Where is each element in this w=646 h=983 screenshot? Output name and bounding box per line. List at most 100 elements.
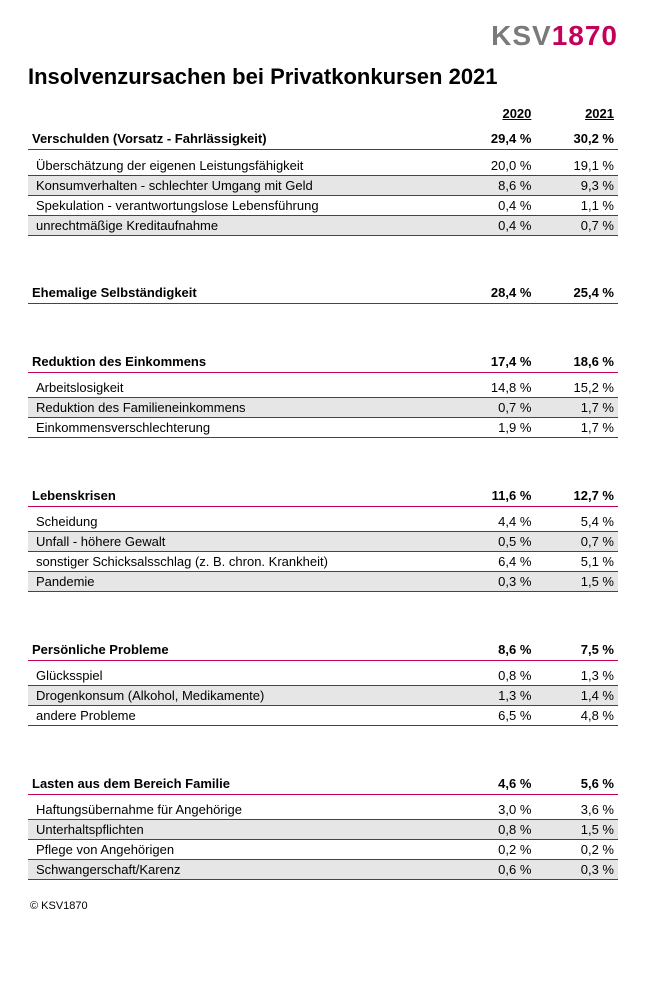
spacer xyxy=(28,726,618,770)
row-value-2020: 8,6 % xyxy=(453,175,536,195)
column-year-header: 20202021 xyxy=(28,104,618,125)
table-row: Einkommensverschlechterung1,9 %1,7 % xyxy=(28,418,618,438)
page-title: Insolvenzursachen bei Privatkonkursen 20… xyxy=(28,64,618,90)
section-value-2020: 17,4 % xyxy=(453,348,536,373)
row-label: Unterhaltspflichten xyxy=(28,820,453,840)
table-row: Spekulation - verantwortungslose Lebensf… xyxy=(28,195,618,215)
row-label: Spekulation - verantwortungslose Lebensf… xyxy=(28,195,453,215)
section-value-2021: 7,5 % xyxy=(535,636,618,661)
spacer xyxy=(28,438,618,482)
row-label: Überschätzung der eigenen Leistungsfähig… xyxy=(28,156,453,176)
table-row: Arbeitslosigkeit14,8 %15,2 % xyxy=(28,378,618,398)
table-row: Drogenkonsum (Alkohol, Medikamente)1,3 %… xyxy=(28,686,618,706)
row-value-2021: 1,5 % xyxy=(535,572,618,592)
section-label: Persönliche Probleme xyxy=(28,636,453,661)
row-label: sonstiger Schicksalsschlag (z. B. chron.… xyxy=(28,552,453,572)
table-row: Scheidung4,4 %5,4 % xyxy=(28,512,618,532)
row-value-2020: 14,8 % xyxy=(453,378,536,398)
row-value-2021: 4,8 % xyxy=(535,706,618,726)
row-value-2021: 9,3 % xyxy=(535,175,618,195)
row-value-2021: 0,7 % xyxy=(535,215,618,235)
row-value-2020: 1,3 % xyxy=(453,686,536,706)
row-value-2021: 15,2 % xyxy=(535,378,618,398)
data-table: 20202021Verschulden (Vorsatz - Fahrlässi… xyxy=(28,104,618,880)
row-value-2020: 0,4 % xyxy=(453,195,536,215)
row-value-2021: 1,1 % xyxy=(535,195,618,215)
section-label: Lasten aus dem Bereich Familie xyxy=(28,770,453,795)
table-row: sonstiger Schicksalsschlag (z. B. chron.… xyxy=(28,552,618,572)
col-header-2020: 2020 xyxy=(453,104,536,125)
row-label: Haftungsübernahme für Angehörige xyxy=(28,800,453,820)
row-value-2020: 0,6 % xyxy=(453,860,536,880)
row-value-2021: 0,7 % xyxy=(535,532,618,552)
row-label: Schwangerschaft/Karenz xyxy=(28,860,453,880)
footer-copyright: © KSV1870 xyxy=(28,900,618,912)
table-row: Konsumverhalten - schlechter Umgang mit … xyxy=(28,175,618,195)
row-label: Pflege von Angehörigen xyxy=(28,840,453,860)
row-label: Pandemie xyxy=(28,572,453,592)
row-label: Reduktion des Familieneinkommens xyxy=(28,398,453,418)
section-label: Verschulden (Vorsatz - Fahrlässigkeit) xyxy=(28,125,453,150)
section-header: Persönliche Probleme8,6 %7,5 % xyxy=(28,636,618,661)
spacer xyxy=(28,592,618,636)
row-label: Unfall - höhere Gewalt xyxy=(28,532,453,552)
section-label: Ehemalige Selbständigkeit xyxy=(28,279,453,304)
section-header: Lasten aus dem Bereich Familie4,6 %5,6 % xyxy=(28,770,618,795)
row-value-2020: 3,0 % xyxy=(453,800,536,820)
section-value-2021: 18,6 % xyxy=(535,348,618,373)
row-value-2021: 1,7 % xyxy=(535,418,618,438)
logo-text-ksv: KSV xyxy=(491,20,552,51)
table-row: Pandemie0,3 %1,5 % xyxy=(28,572,618,592)
row-value-2021: 0,3 % xyxy=(535,860,618,880)
row-value-2021: 3,6 % xyxy=(535,800,618,820)
row-label: Scheidung xyxy=(28,512,453,532)
col-header-2021: 2021 xyxy=(535,104,618,125)
row-value-2020: 0,5 % xyxy=(453,532,536,552)
section-label: Reduktion des Einkommens xyxy=(28,348,453,373)
section-label: Lebenskrisen xyxy=(28,482,453,507)
row-label: Einkommensverschlechterung xyxy=(28,418,453,438)
section-value-2020: 29,4 % xyxy=(453,125,536,150)
table-row: Unfall - höhere Gewalt0,5 %0,7 % xyxy=(28,532,618,552)
table-row: Schwangerschaft/Karenz0,6 %0,3 % xyxy=(28,860,618,880)
row-label: andere Probleme xyxy=(28,706,453,726)
row-value-2020: 0,3 % xyxy=(453,572,536,592)
spacer xyxy=(28,304,618,348)
table-row: andere Probleme6,5 %4,8 % xyxy=(28,706,618,726)
row-value-2020: 0,4 % xyxy=(453,215,536,235)
table-row: Überschätzung der eigenen Leistungsfähig… xyxy=(28,156,618,176)
row-value-2021: 0,2 % xyxy=(535,840,618,860)
row-value-2020: 6,4 % xyxy=(453,552,536,572)
section-value-2021: 12,7 % xyxy=(535,482,618,507)
logo: KSV1870 xyxy=(28,20,618,52)
section-value-2020: 28,4 % xyxy=(453,279,536,304)
row-value-2020: 1,9 % xyxy=(453,418,536,438)
table-row: Glücksspiel0,8 %1,3 % xyxy=(28,666,618,686)
row-value-2021: 1,4 % xyxy=(535,686,618,706)
row-value-2021: 1,3 % xyxy=(535,666,618,686)
row-value-2020: 0,2 % xyxy=(453,840,536,860)
row-value-2020: 0,7 % xyxy=(453,398,536,418)
section-value-2020: 8,6 % xyxy=(453,636,536,661)
spacer xyxy=(28,235,618,279)
row-label: Konsumverhalten - schlechter Umgang mit … xyxy=(28,175,453,195)
row-value-2021: 19,1 % xyxy=(535,156,618,176)
row-label: Drogenkonsum (Alkohol, Medikamente) xyxy=(28,686,453,706)
row-value-2020: 0,8 % xyxy=(453,820,536,840)
row-value-2020: 20,0 % xyxy=(453,156,536,176)
section-value-2020: 4,6 % xyxy=(453,770,536,795)
table-row: unrechtmäßige Kreditaufnahme0,4 %0,7 % xyxy=(28,215,618,235)
section-value-2021: 5,6 % xyxy=(535,770,618,795)
section-value-2021: 30,2 % xyxy=(535,125,618,150)
row-value-2021: 5,4 % xyxy=(535,512,618,532)
page: KSV1870 Insolvenzursachen bei Privatkonk… xyxy=(0,0,646,922)
row-value-2020: 6,5 % xyxy=(453,706,536,726)
table-row: Pflege von Angehörigen0,2 %0,2 % xyxy=(28,840,618,860)
logo-text-year: 1870 xyxy=(552,20,618,51)
row-value-2021: 1,7 % xyxy=(535,398,618,418)
section-header: Reduktion des Einkommens17,4 %18,6 % xyxy=(28,348,618,373)
row-value-2020: 4,4 % xyxy=(453,512,536,532)
table-row: Haftungsübernahme für Angehörige3,0 %3,6… xyxy=(28,800,618,820)
row-label: Arbeitslosigkeit xyxy=(28,378,453,398)
row-value-2021: 1,5 % xyxy=(535,820,618,840)
